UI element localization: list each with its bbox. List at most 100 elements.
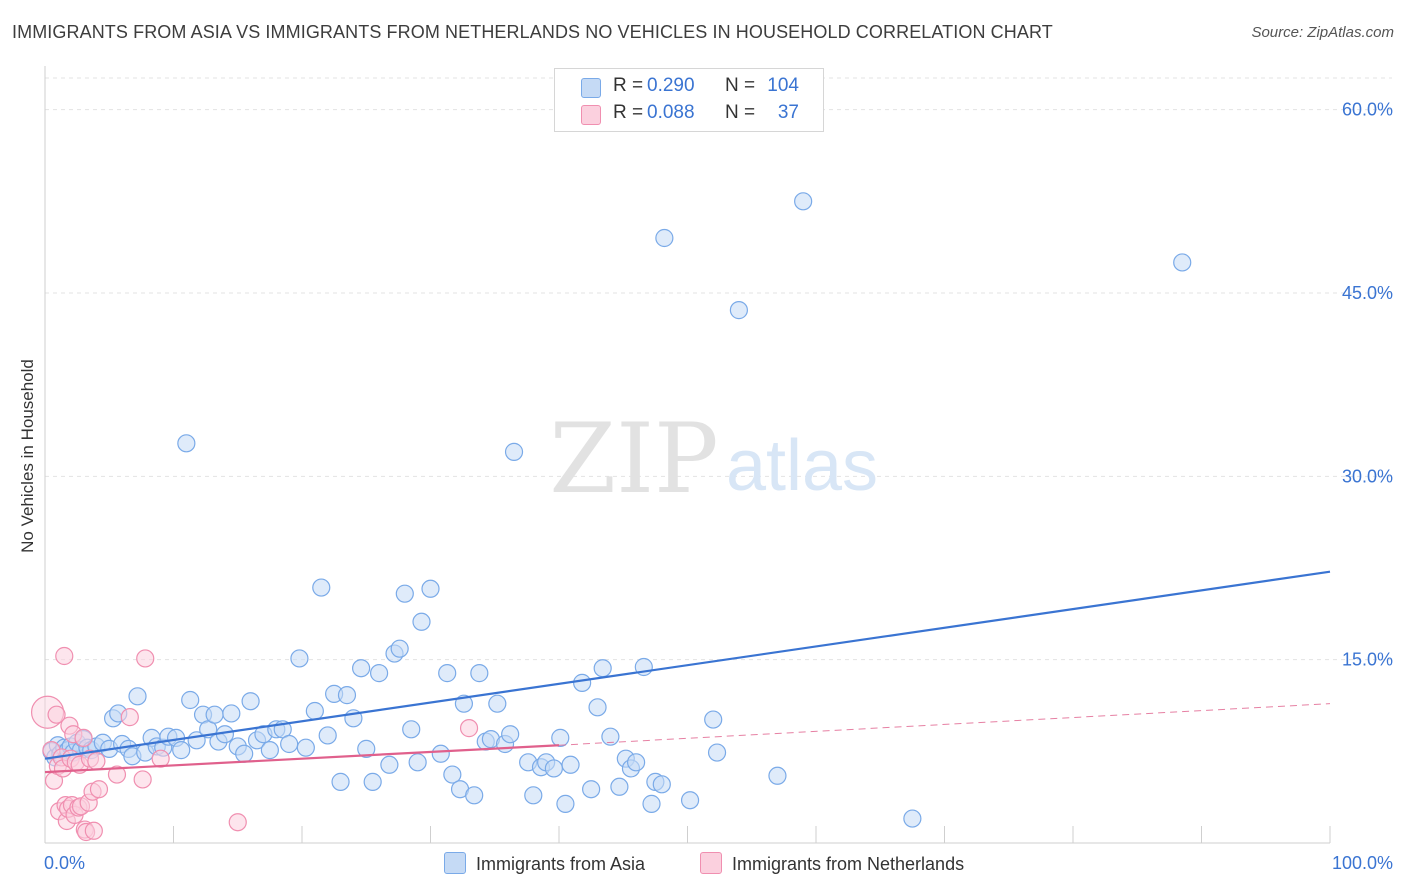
stats-legend: R = 0.290 N = 104 R = 0.088 N = 37 [554,68,824,132]
legend-n-label: N = [725,75,756,96]
asia-point [655,228,674,248]
asia-point [395,584,414,603]
asia-point [610,777,629,796]
asia-point [280,734,299,754]
asia-point [296,738,315,757]
asia-point [402,720,421,739]
asia-point [312,578,331,597]
series-legend-asia: Immigrants from Asia [444,852,645,875]
x-tick-label-min: 0.0% [44,853,85,873]
chart-title: IMMIGRANTS FROM ASIA VS IMMIGRANTS FROM … [12,22,1053,42]
asia-point [573,673,592,692]
asia-point [205,705,224,724]
y-axis-label: No Vehicles in Household [18,359,37,553]
watermark-atlas: atlas [726,426,878,506]
asia-point [501,725,520,744]
asia-point [551,728,570,747]
asia-point [128,687,147,706]
netherlands-trend-line [44,744,560,774]
asia-point [305,701,324,721]
asia-point [431,744,450,763]
y-tick-labels: 15.0% 30.0% 45.0% 60.0% [1342,100,1393,670]
legend-swatch-asia [581,78,601,98]
netherlands-point [74,728,93,747]
asia-point [582,780,601,799]
asia-point [438,664,457,683]
series-swatch-asia [444,852,466,874]
asia-point [465,786,484,805]
legend-n-value: 37 [777,102,799,123]
netherlands-point [120,708,139,727]
y-tick-label: 30.0% [1342,466,1393,486]
asia-point [177,434,196,453]
netherlands-trend-extension [558,703,1331,746]
y-tick-label: 60.0% [1342,100,1393,120]
asia-point [318,726,337,745]
asia-point [680,791,700,810]
netherlands-point [89,780,109,799]
legend-n-value: 104 [767,75,799,96]
asia-point [704,710,723,729]
asia-point [290,649,309,668]
asia-point [260,741,279,760]
netherlands-point [151,749,170,768]
asia-point [337,686,357,705]
asia-point [370,664,389,683]
asia-point [652,775,671,794]
x-tick-label-max: 100.0% [1332,853,1393,873]
netherlands-point [459,719,479,738]
netherlands-point [47,705,66,724]
asia-point [222,704,241,723]
legend-r-label: R = [613,75,644,96]
series-legend-netherlands: Immigrants from Netherlands [700,852,964,875]
data-points [30,192,1192,842]
asia-point [561,755,580,774]
asia-point [408,753,427,772]
asia-point [421,579,440,598]
asia-point [390,639,409,658]
asia-point [363,772,382,791]
asia-point [181,690,200,710]
asia-point [357,739,376,758]
legend-swatch-netherlands [581,105,601,125]
asia-point [380,755,399,774]
asia-point [626,753,646,772]
asia-point [707,743,727,762]
legend-r-value: 0.290 [647,75,695,96]
asia-point [1173,253,1192,272]
asia-point [601,727,620,746]
series-label-asia: Immigrants from Asia [476,854,646,874]
legend-n-label: N = [725,102,756,123]
gridlines [45,77,1392,661]
asia-point [903,809,922,828]
asia-point [768,766,787,785]
series-label-netherlands: Immigrants from Netherlands [732,854,965,874]
asia-point [544,759,563,778]
y-tick-label: 15.0% [1342,650,1393,670]
legend-r-value: 0.088 [647,102,695,123]
axes [44,66,1331,844]
watermark-zip: ZIP [549,403,718,515]
asia-point [352,659,371,678]
asia-point [593,659,612,678]
asia-point [556,794,575,813]
asia-point [172,741,191,760]
y-tick-label: 45.0% [1342,283,1393,303]
asia-trend-line [44,570,1331,760]
asia-point [642,794,661,813]
asia-point [794,192,813,211]
asia-point [524,786,543,805]
asia-point [588,698,607,717]
netherlands-point [107,765,127,784]
netherlands-point [87,752,106,771]
asia-point [443,765,462,784]
netherlands-point [228,813,247,832]
netherlands-point [133,770,152,789]
trend-lines [44,570,1331,774]
asia-point [412,612,431,631]
asia-point [488,694,507,713]
legend-r-label: R = [613,102,644,123]
asia-point [241,692,260,711]
x-tick-labels: 0.0% 100.0% [44,853,1393,873]
